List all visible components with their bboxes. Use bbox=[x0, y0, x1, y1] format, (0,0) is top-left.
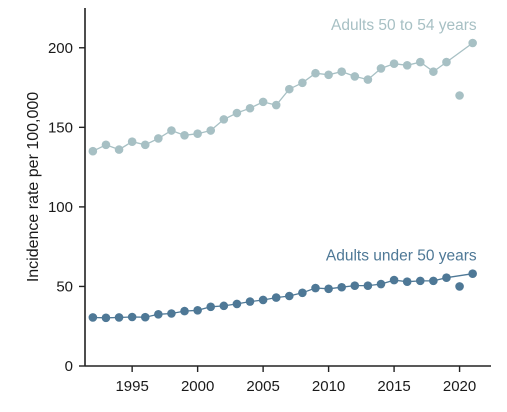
data-point bbox=[337, 282, 346, 292]
data-point bbox=[245, 103, 255, 113]
data-point bbox=[127, 312, 137, 322]
data-point bbox=[285, 84, 294, 94]
data-point bbox=[402, 60, 412, 70]
data-point bbox=[258, 97, 268, 107]
x-tick-label: 1995 bbox=[115, 378, 148, 395]
data-point bbox=[101, 140, 111, 150]
data-point bbox=[206, 302, 216, 312]
data-point bbox=[415, 276, 425, 286]
data-point bbox=[219, 301, 229, 311]
data-point bbox=[442, 57, 451, 67]
data-point bbox=[455, 91, 464, 100]
y-axis-label: Incidence rate per 100,000 bbox=[25, 92, 42, 282]
data-point bbox=[324, 284, 333, 294]
series-label-adults-under-50: Adults under 50 years bbox=[326, 248, 477, 265]
x-ticks: 1995 2000 2005 2010 2015 2020 bbox=[115, 366, 476, 395]
data-point bbox=[311, 68, 320, 78]
x-tick-label: 2005 bbox=[246, 378, 279, 395]
data-point bbox=[389, 59, 399, 68]
series-line bbox=[92, 42, 474, 152]
data-point bbox=[285, 291, 294, 301]
data-point bbox=[350, 281, 360, 290]
series-adults-under-50: Adults under 50 years bbox=[88, 248, 477, 323]
data-point bbox=[442, 273, 451, 282]
data-point bbox=[245, 297, 255, 306]
y-tick-label: 100 bbox=[48, 199, 73, 216]
y-tick-label: 0 bbox=[65, 358, 73, 375]
data-point bbox=[429, 67, 438, 76]
data-point bbox=[101, 313, 111, 323]
data-point bbox=[206, 126, 216, 135]
data-point bbox=[363, 75, 373, 84]
data-point bbox=[140, 312, 150, 322]
data-point bbox=[468, 38, 477, 48]
data-point bbox=[363, 281, 373, 290]
x-tick-label: 2015 bbox=[377, 378, 410, 395]
data-point bbox=[154, 134, 163, 143]
data-point bbox=[167, 126, 176, 135]
data-point bbox=[167, 309, 176, 318]
data-point bbox=[88, 146, 98, 156]
data-point bbox=[114, 145, 124, 154]
data-point bbox=[232, 299, 242, 309]
data-point bbox=[180, 306, 189, 316]
y-tick-label: 50 bbox=[56, 278, 73, 295]
data-point bbox=[271, 100, 281, 110]
data-point bbox=[415, 57, 425, 67]
data-point bbox=[154, 309, 163, 319]
data-point bbox=[402, 277, 412, 286]
x-tick-label: 2000 bbox=[181, 378, 214, 395]
y-tick-label: 200 bbox=[48, 40, 73, 57]
data-point bbox=[468, 269, 477, 279]
data-point bbox=[389, 275, 399, 285]
data-point bbox=[298, 288, 307, 298]
series-adults-50-to-54: Adults 50 to 54 years bbox=[88, 17, 477, 156]
data-point bbox=[232, 108, 242, 118]
data-point bbox=[219, 115, 229, 124]
data-point bbox=[180, 130, 189, 140]
data-point bbox=[337, 67, 346, 76]
axes bbox=[84, 8, 491, 367]
data-point bbox=[429, 276, 438, 286]
data-point bbox=[455, 282, 464, 291]
y-ticks: 0 50 100 150 200 bbox=[48, 40, 85, 375]
data-point bbox=[258, 295, 268, 305]
data-point bbox=[193, 129, 202, 138]
data-point bbox=[88, 313, 98, 322]
data-point bbox=[127, 137, 137, 146]
series-line bbox=[92, 273, 473, 319]
series-label-adults-50-to-54: Adults 50 to 54 years bbox=[331, 17, 477, 34]
data-point bbox=[114, 313, 124, 322]
series-group: Adults 50 to 54 years Adults under 50 yea… bbox=[88, 17, 477, 323]
data-point bbox=[298, 78, 307, 88]
data-point bbox=[324, 70, 333, 80]
y-tick-label: 150 bbox=[48, 119, 73, 136]
data-point bbox=[193, 306, 202, 315]
x-tick-label: 2010 bbox=[312, 378, 345, 395]
data-point bbox=[350, 72, 360, 81]
data-point bbox=[376, 64, 386, 73]
data-point bbox=[140, 140, 150, 150]
data-point bbox=[271, 293, 281, 302]
data-point bbox=[311, 283, 320, 293]
x-tick-label: 2020 bbox=[443, 378, 476, 395]
data-point bbox=[376, 279, 386, 289]
